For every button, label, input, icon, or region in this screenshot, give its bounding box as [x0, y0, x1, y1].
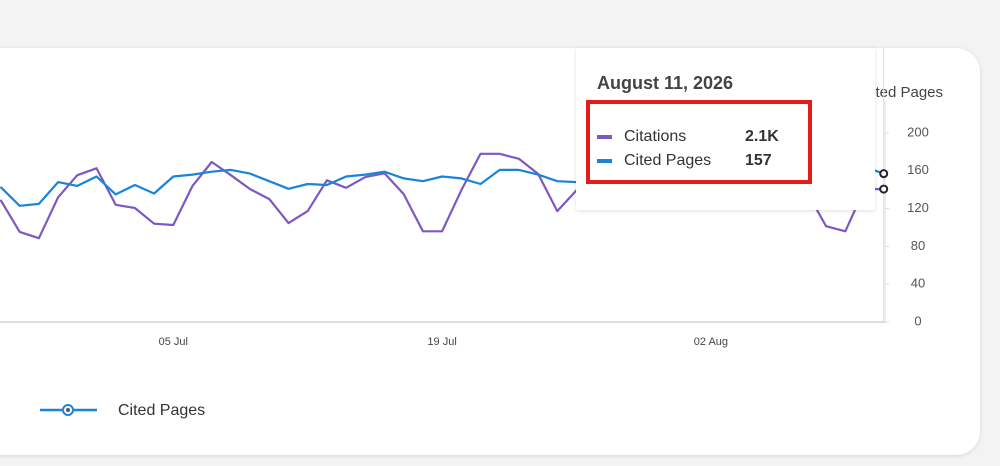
tooltip-swatch [597, 159, 612, 163]
legend-swatch-dot [66, 408, 70, 412]
axis-title: Cited Pages [861, 84, 943, 101]
tooltip-swatch [597, 135, 612, 139]
y-tick-label: 200 [907, 124, 929, 139]
tooltip-value: 157 [745, 152, 772, 169]
tooltip-title: August 11, 2026 [597, 73, 733, 93]
y-tick-label: 120 [907, 200, 929, 215]
tooltip-label: Cited Pages [624, 152, 711, 169]
highlight-box [586, 100, 812, 184]
legend-label: Cited Pages [118, 402, 205, 419]
x-tick-label: 02 Aug [694, 336, 728, 348]
y-tick-label: 160 [907, 162, 929, 177]
y-tick-label: 0 [914, 313, 921, 328]
y-tick-label: 80 [911, 238, 925, 253]
x-tick-label: 19 Jul [427, 336, 456, 348]
hover-point [879, 169, 889, 179]
hover-point [879, 184, 889, 194]
tooltip-value: 2.1K [745, 128, 779, 145]
tooltip-label: Citations [624, 128, 686, 145]
x-tick-label: 05 Jul [159, 336, 188, 348]
y-tick-label: 40 [911, 276, 925, 291]
overlay: August 11, 2026 Citations 2.1K Cited Pages 1… [576, 48, 875, 210]
